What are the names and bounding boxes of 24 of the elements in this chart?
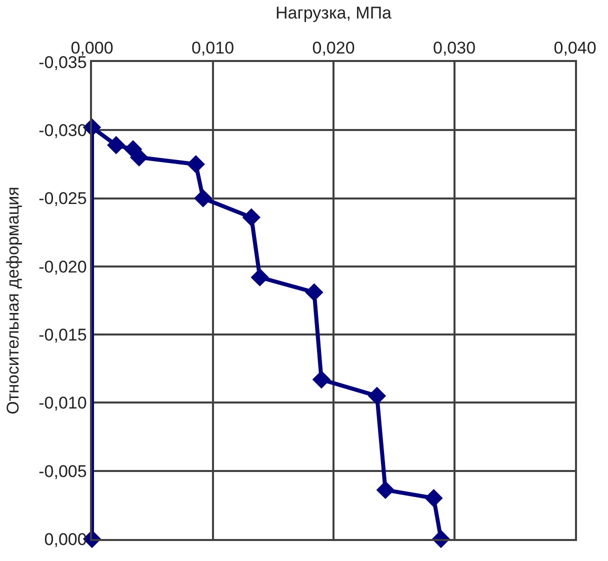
y-tick-label: -0,020: [38, 257, 87, 276]
y-tick-label: -0,010: [38, 394, 87, 413]
point: [186, 155, 205, 174]
point: [242, 208, 260, 226]
x-tick-label: 0,030: [432, 38, 476, 58]
x-tick-label: 0,010: [191, 38, 234, 58]
x-axis-title: Нагрузка, МПа: [275, 4, 392, 22]
point: [130, 148, 148, 166]
y-tick-label: -0,025: [38, 189, 87, 208]
point: [107, 136, 126, 154]
point: [194, 189, 212, 208]
y-tick-label: 0,000: [44, 530, 87, 549]
x-tick-label: 0,040: [554, 38, 596, 58]
y-tick-label: -0,015: [38, 326, 87, 345]
y-axis-title: Относительная деформация: [4, 186, 23, 414]
point: [368, 386, 386, 405]
y-tick-label: -0,030: [38, 121, 87, 140]
y-tick-label: -0,005: [38, 462, 87, 481]
point: [250, 268, 269, 286]
point: [376, 480, 395, 500]
point: [424, 489, 443, 508]
point: [305, 283, 324, 302]
x-tick-label: 0,020: [312, 38, 355, 58]
point: [312, 370, 331, 389]
